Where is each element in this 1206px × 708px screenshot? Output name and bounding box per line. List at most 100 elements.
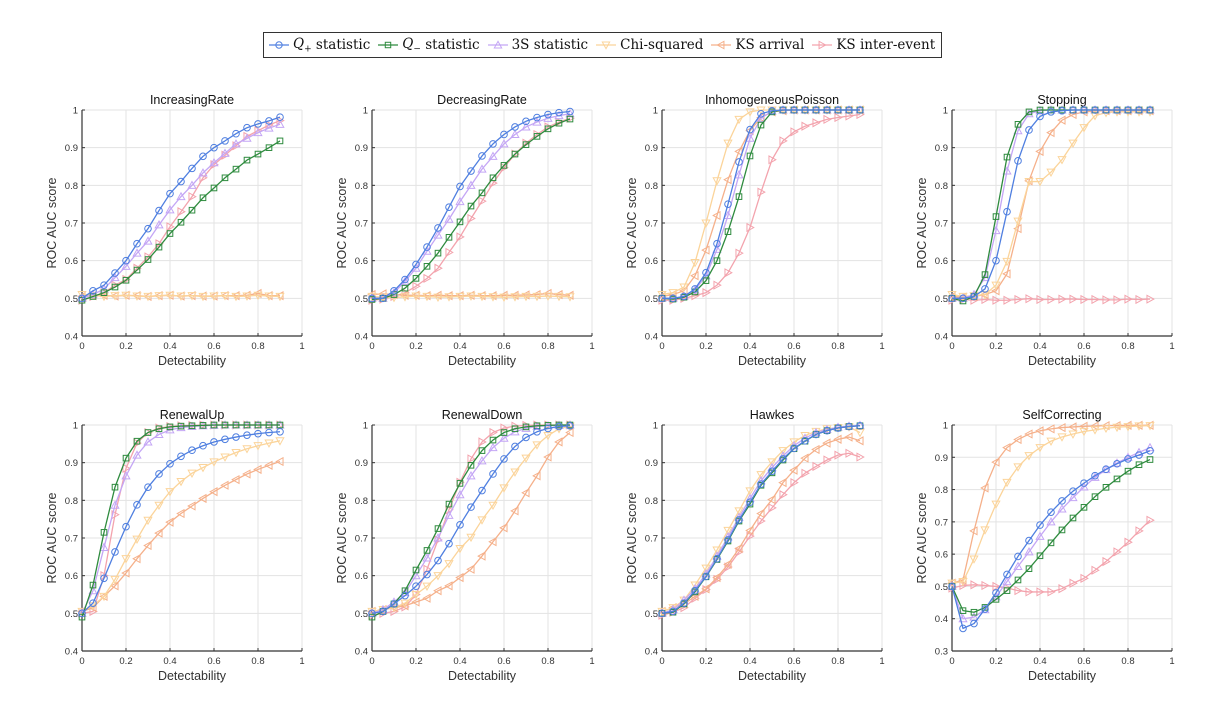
- data-point-chi: [499, 484, 509, 493]
- data-point-qminus: [232, 165, 240, 173]
- data-point-qplus: [658, 609, 666, 618]
- x-tick-label: 0.6: [787, 656, 800, 667]
- data-point-qplus: [511, 442, 519, 451]
- subplot-increasingrate: 0 0.2 0.4 0.6 0.8 1 0.4 0.5 0.6 0.7 0.8 0.9 1 Increas…: [45, 93, 305, 368]
- x-tick-label: 1: [1169, 341, 1174, 352]
- x-tick-label: 0.6: [497, 341, 510, 352]
- data-point-qplus: [78, 294, 86, 303]
- data-point-qplus: [713, 554, 721, 563]
- subplot-title: DecreasingRate: [437, 93, 527, 107]
- data-point-ksi: [1080, 573, 1089, 584]
- series-line-chi: [371, 425, 571, 613]
- data-point-qplus: [1025, 126, 1033, 134]
- data-point-qplus: [812, 106, 820, 114]
- data-point-qminus: [100, 289, 108, 296]
- data-point-ksa: [543, 452, 552, 462]
- data-point-ksi: [188, 191, 197, 202]
- data-point-qplus: [177, 452, 185, 461]
- x-tick-label: 0.2: [119, 656, 132, 667]
- x-tick-label: 0: [79, 341, 84, 352]
- data-point-qplus: [948, 294, 956, 303]
- data-point-ksi: [434, 263, 443, 273]
- data-point-qplus: [768, 106, 776, 115]
- data-point-chi: [789, 438, 799, 447]
- legend-swatch-triangle-up-icon: [487, 40, 508, 49]
- data-point-chi: [745, 487, 755, 496]
- data-point-chi: [176, 292, 186, 301]
- data-point-ksa: [165, 517, 174, 527]
- data-point-qminus: [166, 423, 174, 431]
- data-point-ksa: [1090, 421, 1099, 431]
- x-tick-label: 0.6: [1077, 656, 1090, 667]
- data-point-ksa: [734, 543, 743, 554]
- data-point-ksa: [411, 597, 420, 607]
- data-point-ksi: [992, 295, 1001, 305]
- data-point-ksi: [713, 280, 722, 290]
- legend-marker-icon: [275, 41, 283, 49]
- data-point-chi: [477, 516, 487, 525]
- series-line-qminus: [371, 118, 571, 301]
- x-tick-label: 0.8: [831, 341, 844, 352]
- data-point-chi: [521, 292, 531, 302]
- data-point-qminus: [166, 230, 174, 237]
- data-point-ksa: [1046, 424, 1055, 434]
- data-point-qplus: [970, 292, 978, 301]
- data-point-s3: [264, 123, 274, 132]
- data-point-ksi: [1058, 294, 1067, 304]
- legend-label: 3S statistic: [511, 37, 589, 53]
- series-s3: [947, 442, 1155, 623]
- series-qplus: [368, 421, 574, 618]
- data-point-ksa: [969, 526, 978, 536]
- data-point-chi: [1079, 124, 1089, 133]
- data-point-ksa: [1035, 146, 1044, 157]
- data-point-chi: [264, 292, 274, 301]
- y-tick-label: 1: [653, 421, 658, 432]
- data-point-chi: [264, 439, 274, 448]
- subplot-title: InhomogeneousPoisson: [705, 93, 839, 107]
- data-point-chi: [1134, 108, 1144, 117]
- series-qplus: [368, 107, 574, 303]
- series-ksa: [947, 420, 1154, 588]
- data-point-qminus: [555, 119, 563, 127]
- data-point-qminus: [78, 613, 86, 621]
- data-point-qminus: [221, 174, 229, 182]
- data-point-s3: [411, 570, 421, 580]
- data-point-ksa: [99, 591, 108, 602]
- data-point-ksi: [1047, 294, 1056, 305]
- y-tick-label: 0.5: [355, 294, 368, 305]
- series-s3: [77, 420, 285, 617]
- data-point-chi: [165, 488, 175, 497]
- data-point-chi: [367, 607, 377, 617]
- data-point-qplus: [790, 444, 798, 453]
- x-tick-label: 1: [589, 656, 594, 667]
- data-point-qminus: [155, 425, 163, 433]
- data-point-qminus: [100, 529, 108, 536]
- data-point-qplus: [566, 107, 574, 116]
- data-point-qminus: [122, 276, 130, 284]
- data-point-qplus: [199, 441, 207, 450]
- x-tick-label: 0.4: [1033, 341, 1046, 352]
- data-point-qplus: [845, 422, 853, 431]
- y-axis-label: ROC AUC score: [625, 177, 639, 268]
- data-point-chi: [121, 291, 131, 301]
- data-point-qminus: [401, 284, 409, 292]
- data-point-qplus: [680, 292, 688, 301]
- data-point-qplus: [948, 582, 956, 591]
- data-point-qplus: [276, 113, 284, 121]
- x-tick-label: 0.6: [497, 656, 510, 667]
- series-line-chi: [951, 111, 1150, 298]
- x-axis-label: Detectability: [1028, 669, 1097, 683]
- data-point-chi: [1079, 427, 1089, 437]
- series-chi: [947, 422, 1155, 589]
- data-point-s3: [143, 236, 153, 245]
- data-point-ksi: [1102, 556, 1111, 567]
- data-point-qminus: [970, 608, 978, 616]
- data-point-qplus: [790, 106, 798, 114]
- data-point-qminus: [713, 257, 721, 264]
- data-point-ksa: [723, 559, 732, 570]
- data-point-ksa: [756, 508, 765, 519]
- data-point-qminus: [522, 423, 530, 431]
- data-point-chi: [477, 292, 487, 302]
- data-point-chi: [209, 292, 219, 301]
- data-point-qplus: [456, 182, 464, 191]
